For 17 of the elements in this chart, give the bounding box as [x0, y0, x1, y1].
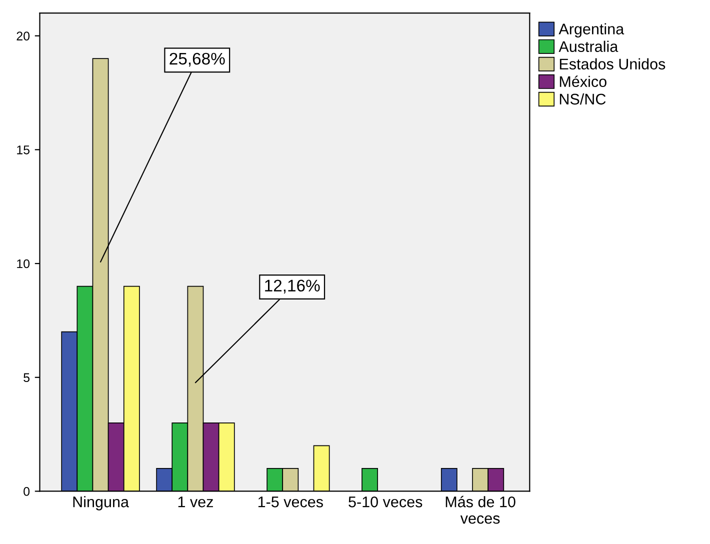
legend-label: Estados Unidos [560, 58, 666, 70]
annotation: 12,16% [265, 280, 320, 294]
x-tick-label: 1 vez [178, 496, 213, 508]
x-tick-label: Más de 10 veces [446, 496, 516, 524]
x-tick-label: 1-5 veces [258, 496, 323, 508]
legend-label: NS/NC [560, 93, 606, 105]
y-tick-label: 20 [16, 32, 30, 40]
legend-label: Argentina [558, 23, 624, 38]
y-tick-label: 5 [24, 373, 30, 382]
y-tick-label: 0 [24, 487, 30, 496]
y-tick-label: 10 [17, 259, 30, 268]
x-tick-label: Ninguna [73, 496, 129, 510]
annotation: 25,68% [170, 52, 225, 67]
x-tick-label: 5-10 veces [348, 496, 422, 508]
y-tick-label: 15 [17, 146, 30, 154]
legend-label: Australia [558, 40, 618, 52]
legend-label: México [560, 76, 606, 88]
